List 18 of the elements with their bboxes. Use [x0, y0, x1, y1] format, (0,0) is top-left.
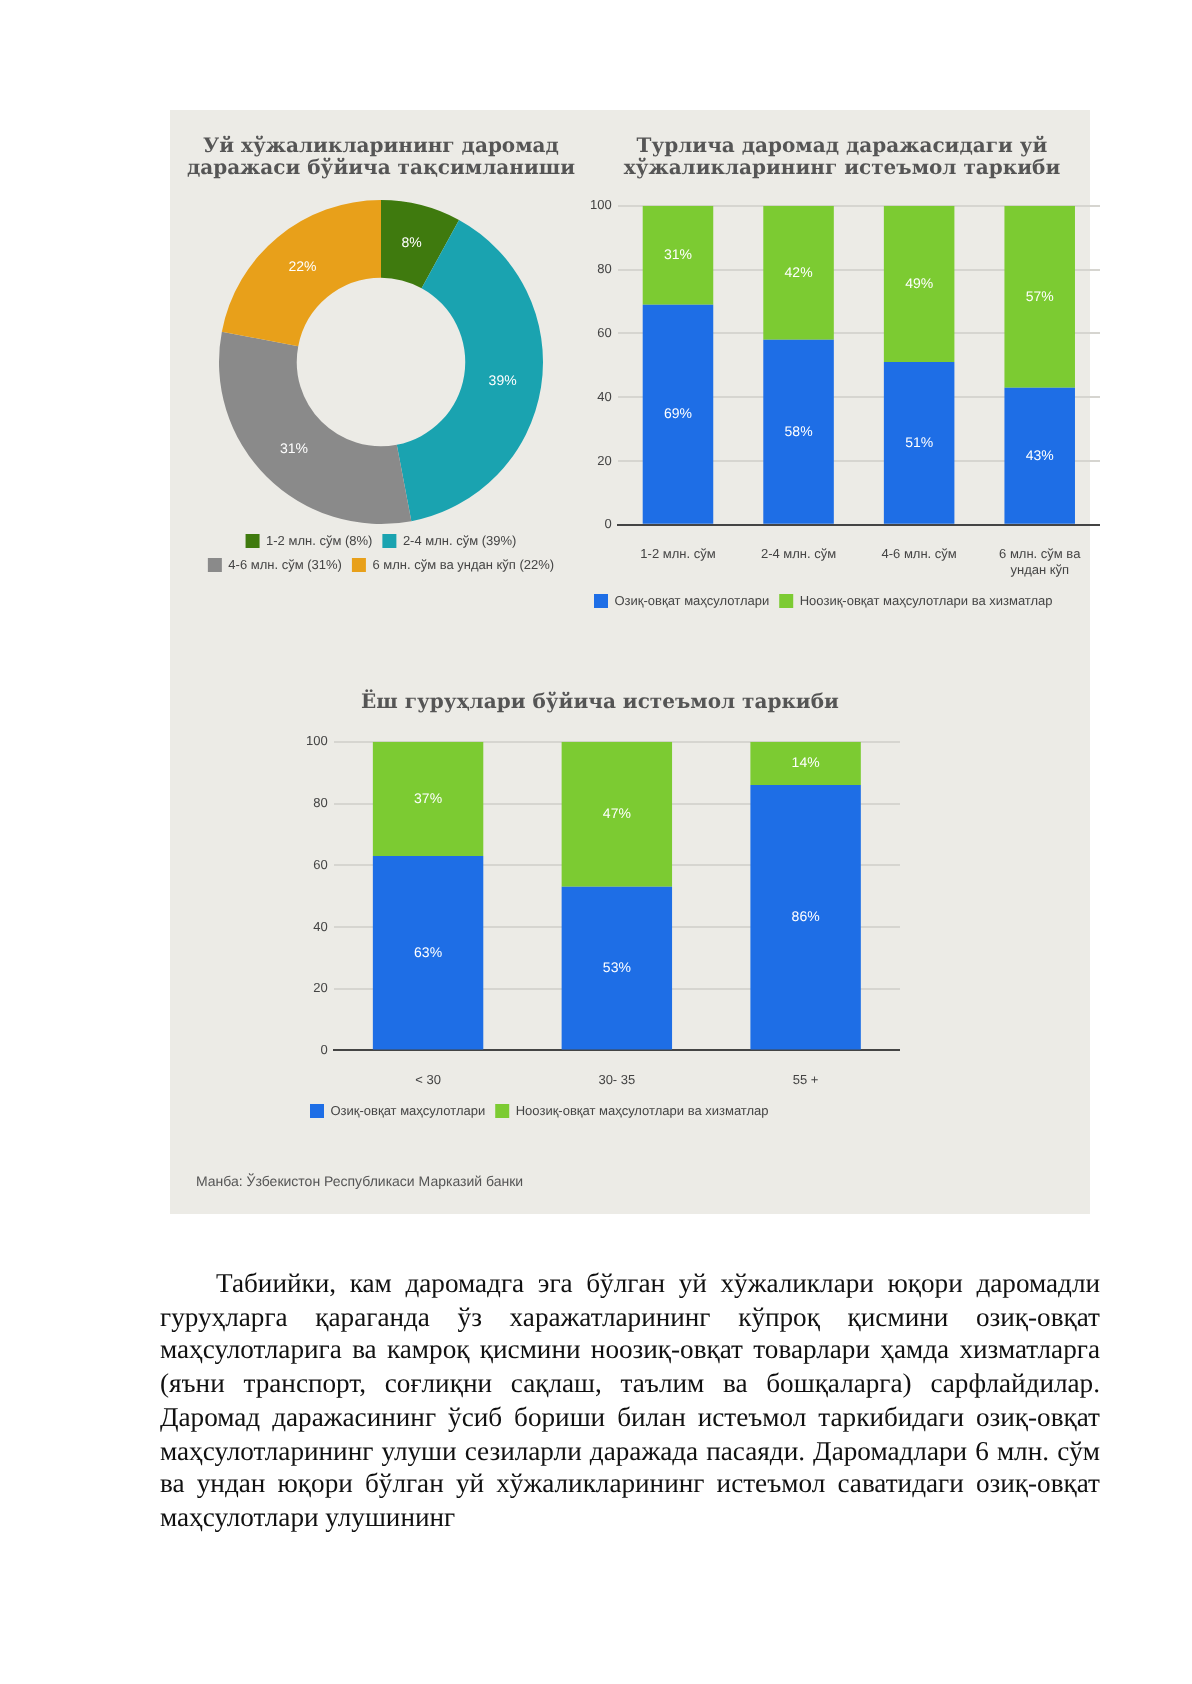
bar [561, 741, 673, 887]
bar [750, 785, 861, 1050]
chart-title: Ёш гуруҳлари бўйича истеъмол таркиби [359, 692, 841, 718]
chart-title: Турлича даромад даражасидаги уй хўжаликларининг истеъмол таркиби [621, 136, 1063, 184]
bar [763, 339, 834, 524]
bar [561, 886, 673, 1050]
bar [750, 741, 861, 785]
bar [642, 304, 714, 524]
bar [372, 741, 484, 856]
bar [372, 855, 484, 1050]
bar [883, 362, 955, 524]
bar [1004, 205, 1075, 388]
chart-title: Уй хўжаликларининг даромад даражаси бўйича тақсимланиши [184, 136, 578, 184]
bar [1004, 387, 1075, 524]
bar [642, 205, 714, 305]
text: Табиийки, кам даромадга эга бўлган уй хўжаликлари юқори даромадли гуруҳларга қараганда ўз харажатларининг кўпроқ қисмини озиқ-овқат маҳсулотларига ва камроқ қисмини ноозиқ-овқат товарлари ҳамда хизматларга (яъни транспорт, соғлиқни сақлаш, таълим ва бошқаларга) сарфлайдилар. Даромад даражасининг ўсиб бориши билан истеъмол таркибидаги озиқ-овқат маҳсулотларининг улуши сезиларли даражада пасаяди. Даромадлари 6 млн. сўм ва ундан юқори бўлган уй хўжаликларининг истеъмол саватидаги озиқ-овқат маҳсулотлари улушининг [160, 1268, 1100, 1536]
bar [763, 205, 834, 340]
bar [883, 205, 955, 363]
